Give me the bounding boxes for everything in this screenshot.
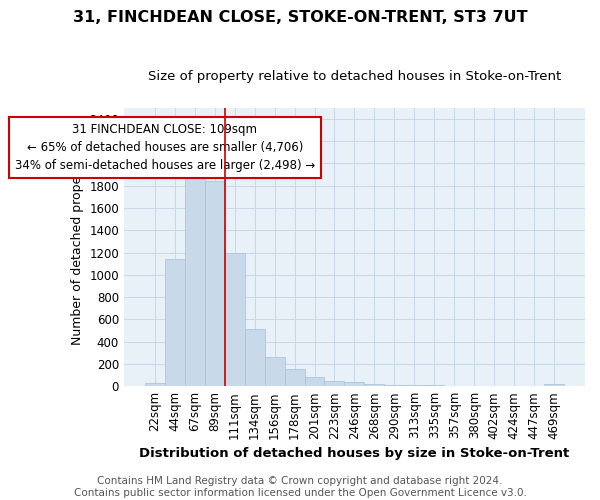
Bar [165,259,185,386]
Bar [265,356,284,386]
Bar [305,376,325,386]
Bar [224,252,245,386]
Text: Contains HM Land Registry data © Crown copyright and database right 2024.
Contai: Contains HM Land Registry data © Crown c… [74,476,526,498]
Bar [245,330,265,386]
Bar [325,381,344,386]
Bar [404,385,424,386]
Bar [145,383,165,386]
Y-axis label: Number of detached properties: Number of detached properties [71,148,83,346]
Text: 31, FINCHDEAN CLOSE, STOKE-ON-TRENT, ST3 7UT: 31, FINCHDEAN CLOSE, STOKE-ON-TRENT, ST3… [73,10,527,25]
Bar [544,384,564,386]
Bar [284,370,305,386]
Text: 31 FINCHDEAN CLOSE: 109sqm
← 65% of detached houses are smaller (4,706)
34% of s: 31 FINCHDEAN CLOSE: 109sqm ← 65% of deta… [14,124,315,172]
Bar [364,384,385,386]
Bar [385,384,404,386]
Title: Size of property relative to detached houses in Stoke-on-Trent: Size of property relative to detached ho… [148,70,561,83]
Bar [205,182,224,386]
Bar [185,169,205,386]
Bar [344,382,364,386]
X-axis label: Distribution of detached houses by size in Stoke-on-Trent: Distribution of detached houses by size … [139,447,569,460]
